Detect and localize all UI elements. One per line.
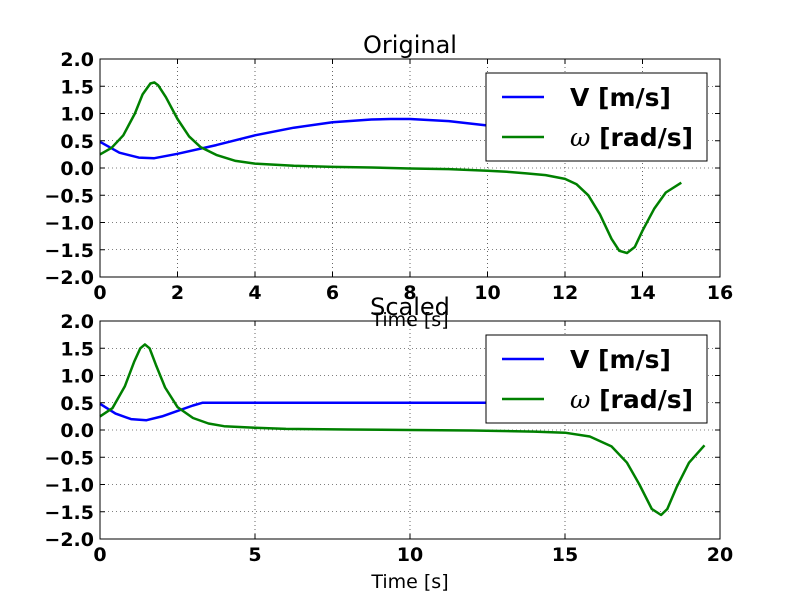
- x-tick-label: 14: [629, 282, 655, 304]
- ticks-original: 0 2 4 6 8 10 12 14 16 2.0 1.5 1.0 0.5 0.0 −0.5 −1.0 −1.5…: [44, 49, 733, 304]
- legend-entry: ω [rad/s]: [570, 385, 693, 414]
- y-tick-label: 2.0: [60, 49, 94, 71]
- x-tick-label: 2: [171, 282, 184, 304]
- legend-entry: V [m/s]: [570, 83, 671, 112]
- x-axis-label: Time [s]: [370, 571, 448, 593]
- y-tick-label: 1.0: [60, 104, 94, 126]
- legend-scaled: V [m/s] ω [rad/s]: [485, 334, 708, 424]
- legend-original: V [m/s] ω [rad/s]: [485, 72, 708, 162]
- legend-entry: V [m/s]: [570, 345, 671, 374]
- x-tick-label: 0: [93, 282, 106, 304]
- x-tick-label: 15: [552, 544, 578, 566]
- y-tick-label: −2.0: [44, 267, 94, 289]
- y-tick-label: −0.5: [44, 185, 94, 207]
- series-line-omega: [99, 343, 706, 517]
- legend-entry: ω [rad/s]: [570, 123, 693, 152]
- x-tick-label: 10: [397, 544, 423, 566]
- y-tick-label: 0.5: [60, 131, 94, 153]
- legend-box: [485, 72, 708, 162]
- x-tick-label: 8: [403, 282, 416, 304]
- legend-omega-symbol: ω: [570, 385, 590, 414]
- y-tick-label: −0.5: [44, 447, 94, 469]
- legend-omega-symbol: ω: [570, 123, 590, 152]
- legend-entry-rest: [rad/s]: [590, 123, 693, 152]
- x-tick-label: 12: [552, 282, 578, 304]
- x-tick-label: 20: [707, 544, 733, 566]
- y-tick-label: −1.5: [44, 502, 94, 524]
- subplot-scaled: 0 5 10 15 202.01.51.00.50.0−0.5−1.0−1.5−2.0 …: [44, 293, 733, 593]
- x-tick-label: 10: [474, 282, 500, 304]
- y-tick-label: −1.0: [44, 475, 94, 497]
- ticks-scaled: 0 5 10 15 20 2.0 1.5 1.0 0.5 0.0 −0.5 −1.0 −1.5 −2.0: [44, 311, 733, 566]
- y-tick-label: −2.0: [44, 529, 94, 551]
- y-tick-label: 0.5: [60, 393, 94, 415]
- series-line-omega: [99, 81, 682, 255]
- x-axis-label: Time [s]: [370, 309, 448, 331]
- y-tick-label: 0.0: [60, 158, 94, 180]
- x-tick-label: 4: [248, 282, 261, 304]
- y-tick-label: 1.5: [60, 76, 94, 98]
- legend-box: [485, 334, 708, 424]
- chart-title-scaled: Scaled: [370, 293, 450, 321]
- series-line-v: [99, 401, 488, 422]
- x-tick-label: 16: [707, 282, 733, 304]
- series-layer-scaled: [99, 343, 706, 517]
- y-tick-label: −1.5: [44, 240, 94, 262]
- x-tick-label: 0: [93, 544, 106, 566]
- y-tick-label: 1.0: [60, 366, 94, 388]
- y-tick-label: 1.5: [60, 338, 94, 360]
- legend-entry-rest: [rad/s]: [590, 385, 693, 414]
- y-tick-label: 0.0: [60, 420, 94, 442]
- y-tick-label: 2.0: [60, 311, 94, 333]
- x-tick-label: 6: [326, 282, 339, 304]
- y-tick-label: −1.0: [44, 213, 94, 235]
- chart-title-original: Original: [363, 31, 457, 59]
- subplot-original: 0 2 4 6 8 10 12 14 16 2.0 1.5 1.0 0.5 0.0 −0.5 −1.0 −1.5…: [44, 31, 733, 331]
- x-tick-label: 5: [248, 544, 261, 566]
